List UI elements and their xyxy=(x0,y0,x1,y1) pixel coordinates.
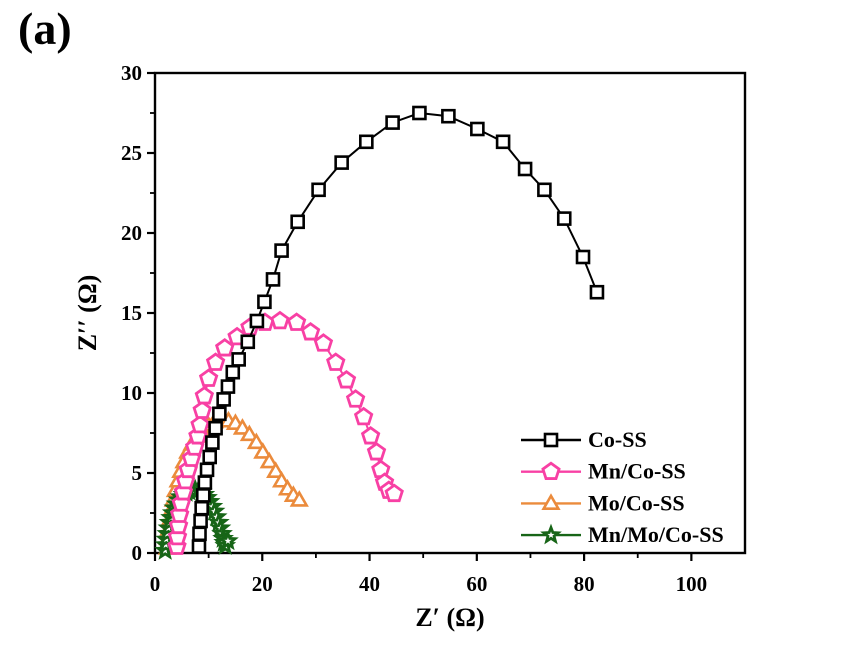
pentagon-marker xyxy=(313,333,334,352)
square-marker xyxy=(208,420,223,436)
y-tick-label: 20 xyxy=(121,221,142,245)
square-marker xyxy=(202,449,218,465)
y-tick-label: 25 xyxy=(121,141,142,165)
legend-label-mn-co-ss: Mn/Co-SS xyxy=(588,459,686,484)
legend-symbols xyxy=(521,432,581,545)
square-marker xyxy=(197,475,213,490)
x-tick-label: 0 xyxy=(150,572,161,596)
pentagon-marker xyxy=(541,461,561,480)
square-marker xyxy=(240,334,256,350)
square-marker xyxy=(359,134,374,150)
pentagon-marker xyxy=(366,441,387,461)
pentagon-marker xyxy=(384,483,404,503)
square-marker xyxy=(194,500,209,516)
x-tick-label: 80 xyxy=(574,572,595,596)
pentagon-marker xyxy=(353,406,374,426)
axes: 0 20 40 60 80 100 0 5 10 15 20 25 30 xyxy=(121,61,707,596)
square-marker xyxy=(334,155,349,170)
square-marker xyxy=(193,513,208,529)
triangle-marker xyxy=(239,424,260,442)
legend-item-mn-co-ss xyxy=(521,461,581,480)
square-marker xyxy=(199,462,215,478)
square-marker xyxy=(257,294,272,310)
legend-label-co-ss: Co-SS xyxy=(588,427,647,452)
legend-item-mn-mo-co-ss xyxy=(521,523,581,545)
pentagon-marker xyxy=(300,321,321,341)
triangle-marker xyxy=(266,461,286,478)
pentagon-marker xyxy=(190,414,210,434)
triangle-marker xyxy=(541,493,561,510)
y-tick-label: 0 xyxy=(132,541,143,565)
pentagon-marker xyxy=(286,312,307,331)
square-marker xyxy=(274,243,289,258)
pentagon-marker xyxy=(360,425,381,445)
square-marker xyxy=(556,211,572,226)
series-group xyxy=(154,105,605,560)
y-tick-label: 5 xyxy=(132,461,143,485)
series-co-ss xyxy=(191,105,605,554)
pentagon-marker xyxy=(336,369,357,389)
legend-item-mo-co-ss xyxy=(521,493,581,510)
x-tick-label: 100 xyxy=(676,572,708,596)
square-marker xyxy=(191,539,207,554)
x-tick-label: 40 xyxy=(359,572,380,596)
pentagon-marker xyxy=(205,352,226,371)
triangle-marker xyxy=(289,490,309,507)
panel-label: (a) xyxy=(18,3,72,54)
square-marker xyxy=(265,272,281,287)
square-marker xyxy=(225,364,241,380)
y-tick-label: 10 xyxy=(121,381,142,405)
square-marker xyxy=(575,249,591,265)
square-marker xyxy=(205,435,220,450)
pentagon-marker xyxy=(345,389,366,408)
pentagon-marker xyxy=(192,400,212,419)
pentagon-marker xyxy=(194,385,215,405)
pentagon-marker xyxy=(326,352,346,371)
legend-label-mo-co-ss: Mo/Co-SS xyxy=(588,490,685,515)
square-marker xyxy=(311,182,326,198)
square-marker xyxy=(537,182,552,198)
star-marker xyxy=(540,523,562,545)
triangle-marker xyxy=(246,432,266,450)
square-marker xyxy=(517,161,533,177)
pentagon-marker xyxy=(198,368,219,387)
square-marker xyxy=(441,108,456,124)
square-marker xyxy=(290,214,305,230)
triangle-marker xyxy=(253,442,273,459)
x-tick-label: 20 xyxy=(252,572,273,596)
square-marker xyxy=(192,526,207,542)
square-marker xyxy=(249,313,265,329)
x-tick-label: 60 xyxy=(466,572,487,596)
y-tick-label: 30 xyxy=(121,61,142,85)
square-marker xyxy=(385,115,400,130)
square-marker xyxy=(195,488,211,503)
square-marker xyxy=(216,392,231,407)
x-axis-title: Z′ (Ω) xyxy=(415,603,484,632)
y-tick-label: 15 xyxy=(121,301,142,325)
square-marker xyxy=(470,121,485,137)
square-marker xyxy=(212,406,227,422)
square-marker xyxy=(543,432,559,448)
legend-item-co-ss xyxy=(521,432,581,448)
square-marker xyxy=(231,352,246,367)
legend-label-mn-mo-co-ss: Mn/Mo/Co-SS xyxy=(588,522,724,547)
pentagon-marker xyxy=(270,310,290,330)
square-marker xyxy=(495,134,511,150)
series-mn-co-ss xyxy=(167,310,404,555)
square-marker xyxy=(220,379,236,394)
square-marker xyxy=(589,284,605,300)
star-marker xyxy=(217,529,239,551)
y-axis-title: Z′′ (Ω) xyxy=(73,275,102,352)
square-marker xyxy=(412,105,427,121)
triangle-marker xyxy=(259,451,279,469)
